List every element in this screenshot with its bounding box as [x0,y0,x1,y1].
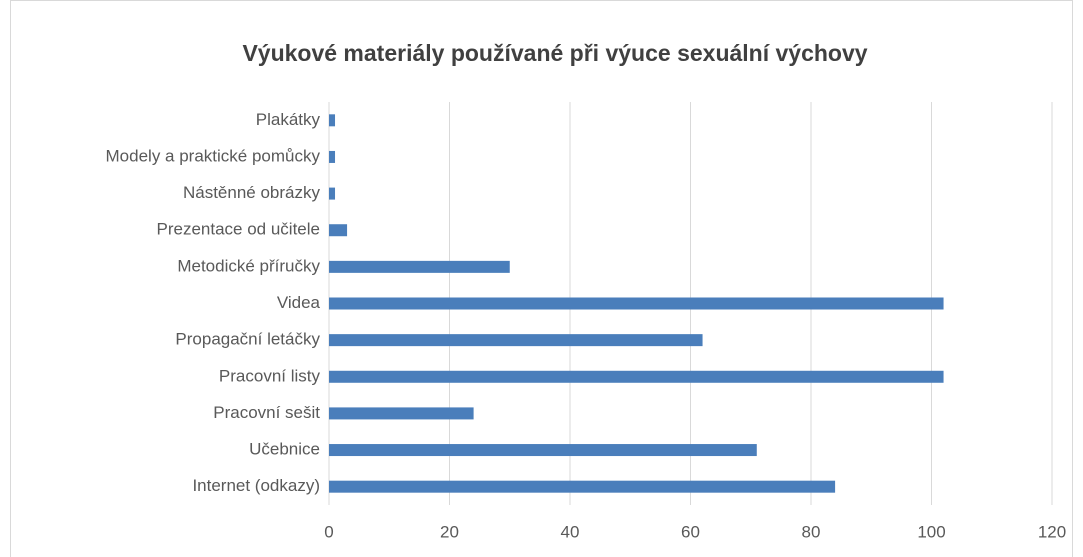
x-tick-label: 20 [440,522,459,541]
y-tick-label: Učebnice [249,440,320,459]
y-tick-label: Plakátky [256,110,321,129]
x-tick-label: 100 [917,522,945,541]
bar [329,407,474,420]
x-tick-label: 120 [1038,522,1066,541]
chart-title: Výukové materiály používané při výuce se… [242,40,867,66]
bar [329,260,510,273]
y-tick-label: Pracovní sešit [213,403,320,422]
y-tick-label: Nástěnné obrázky [183,183,321,202]
bar [329,334,703,347]
x-tick-label: 40 [561,522,580,541]
y-tick-label: Internet (odkazy) [192,476,320,495]
x-tick-label: 0 [324,522,333,541]
bar [329,114,336,127]
bar [329,370,944,383]
chart-border [10,0,1073,557]
bar [329,187,336,200]
bar [329,444,757,457]
y-tick-label: Videa [277,293,321,312]
bar [329,480,836,493]
x-tick-label: 60 [681,522,700,541]
y-tick-label: Propagační letáčky [175,330,320,349]
y-tick-label: Prezentace od učitele [157,220,321,239]
bar [329,224,348,237]
y-tick-label: Modely a praktické pomůcky [106,146,321,165]
x-tick-label: 80 [802,522,821,541]
y-tick-label: Metodické příručky [177,256,320,275]
bar [329,297,944,310]
bar [329,150,336,163]
y-tick-label: Pracovní listy [219,366,321,385]
